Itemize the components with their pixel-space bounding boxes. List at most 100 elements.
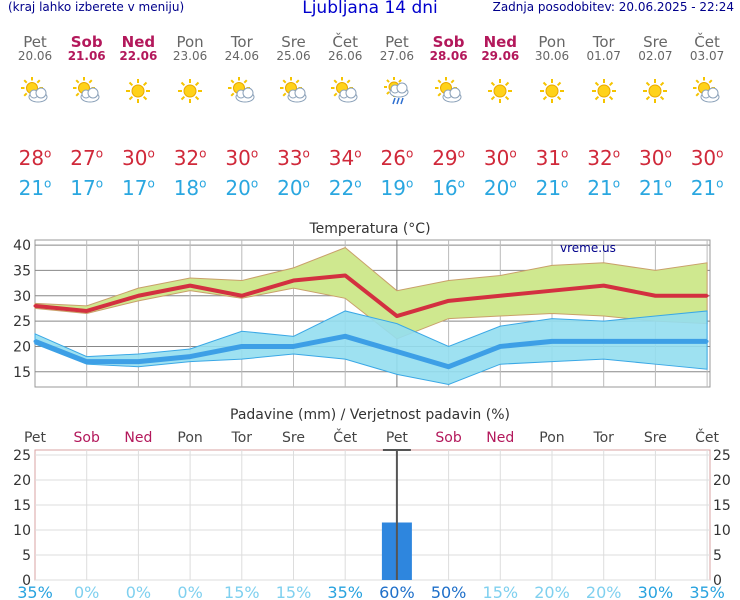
min-temp-point <box>395 350 399 354</box>
max-temp: 28o <box>18 146 52 170</box>
max-temp-point <box>447 299 451 303</box>
max-temp: 30o <box>225 146 259 170</box>
max-temp-point <box>136 294 140 298</box>
precipitation-day-label: Sob <box>435 430 461 446</box>
day-name: Čet <box>332 33 358 51</box>
max-temp-point <box>240 294 244 298</box>
precipitation-y-tick-right: 15 <box>713 498 731 514</box>
precipitation-plot-area <box>34 449 711 581</box>
precipitation-probability: 0% <box>177 583 202 600</box>
sun-icon <box>126 79 151 103</box>
max-temp-line <box>34 273 708 319</box>
precipitation-probability: 35% <box>327 583 363 600</box>
precipitation-probability: 0% <box>74 583 99 600</box>
day-column: Pet 27.06 26o 19o <box>371 34 423 200</box>
sun-icon <box>591 79 616 103</box>
temperature-y-tick: 25 <box>13 314 31 330</box>
max-temp: 33o <box>277 146 310 170</box>
day-date: 03.07 <box>689 49 725 63</box>
precipitation-y-tick-left: 20 <box>13 473 31 489</box>
min-temp-point <box>550 339 554 343</box>
min-temp: 17o <box>121 176 155 200</box>
precipitation-day-label: Pon <box>539 430 564 446</box>
sun-cloud-icon <box>331 77 358 103</box>
precipitation-probability: 15% <box>224 583 260 600</box>
max-temp: 32o <box>587 146 621 170</box>
day-date: 29.06 <box>481 49 520 63</box>
day-date: 26.06 <box>328 49 363 63</box>
sun-cloud-icon <box>72 77 100 103</box>
sun-cloud-icon <box>279 77 306 103</box>
min-temp-point <box>292 344 295 348</box>
day-date: 23.06 <box>172 49 208 63</box>
min-temp: 20o <box>483 176 517 200</box>
day-column: Pon 30.06 31o 21o <box>526 34 578 200</box>
temperature-y-tick: 40 <box>13 238 31 254</box>
min-temp-line <box>34 333 708 370</box>
min-temp-point <box>136 360 140 364</box>
day-name: Tor <box>592 33 615 51</box>
temperature-chart-title: Temperatura (°C) <box>308 221 430 237</box>
max-temp: 32o <box>173 146 207 170</box>
day-column: Sob 28.06 29o 16o <box>423 33 475 200</box>
day-column: Tor 24.06 30o 20o <box>216 34 268 200</box>
min-temp: 18o <box>173 176 207 200</box>
max-temp: 34o <box>328 146 362 170</box>
min-temp: 21o <box>587 176 621 200</box>
max-temp-point <box>550 289 554 293</box>
day-date: 27.06 <box>379 49 415 63</box>
day-name: Sob <box>432 33 465 51</box>
min-temp: 20o <box>225 176 259 200</box>
max-temp-point <box>343 273 347 277</box>
precipitation-y-tick-left: 15 <box>13 498 31 514</box>
day-name: Sre <box>281 33 306 51</box>
min-temp: 21o <box>690 176 724 200</box>
precipitation-probability: 20% <box>534 583 570 600</box>
min-temp: 21o <box>18 176 52 200</box>
max-temp: 27o <box>70 146 104 170</box>
max-temp: 29o <box>432 146 465 170</box>
min-temp-point <box>602 339 606 343</box>
precipitation-y-tick-left: 0 <box>22 573 31 589</box>
precipitation-day-label: Sre <box>644 430 667 446</box>
precipitation-day-label: Čet <box>333 428 357 446</box>
min-temp: 21o <box>535 176 569 200</box>
sun-cloud-icon <box>227 77 255 103</box>
precipitation-y-tick-right: 5 <box>713 548 722 564</box>
min-temp-band <box>34 310 708 385</box>
max-temp-point <box>188 284 192 288</box>
sun-icon <box>488 79 513 103</box>
day-name: Sob <box>70 33 103 51</box>
sun-cloud-icon <box>434 77 462 103</box>
precipitation-y-tick-right: 25 <box>713 448 731 464</box>
temperature-y-tick: 30 <box>13 289 31 305</box>
sun-cloud-icon <box>693 77 720 103</box>
min-temp: 17o <box>70 176 104 200</box>
min-temp-point <box>498 344 502 348</box>
min-temp-point <box>240 344 244 348</box>
day-name: Ned <box>483 33 518 51</box>
day-name: Čet <box>694 33 720 51</box>
day-column: Pet 20.06 28o 21o <box>9 34 61 200</box>
precipitation-day-label: Pet <box>386 430 409 446</box>
min-temp: 22o <box>328 176 362 200</box>
min-temp: 19o <box>380 176 414 200</box>
min-temp-point <box>705 339 709 343</box>
max-temp-point <box>33 304 37 308</box>
day-date: 22.06 <box>119 49 158 63</box>
day-date: 24.06 <box>224 49 259 63</box>
min-temp: 20o <box>277 176 310 200</box>
max-temp-point <box>498 294 502 298</box>
day-date: 30.06 <box>534 49 570 63</box>
sun-icon <box>643 79 668 103</box>
precipitation-probability: 35% <box>17 583 53 600</box>
max-temp: 30o <box>690 146 724 170</box>
precipitation-y-tick-right: 20 <box>713 473 731 489</box>
watermark: vreme.us <box>560 241 616 255</box>
precipitation-probability: 60% <box>379 583 415 600</box>
precipitation-y-tick-right: 10 <box>713 523 731 539</box>
day-date: 01.07 <box>586 49 621 63</box>
precipitation-day-label: Tor <box>592 430 614 446</box>
max-temp: 26o <box>380 146 414 170</box>
